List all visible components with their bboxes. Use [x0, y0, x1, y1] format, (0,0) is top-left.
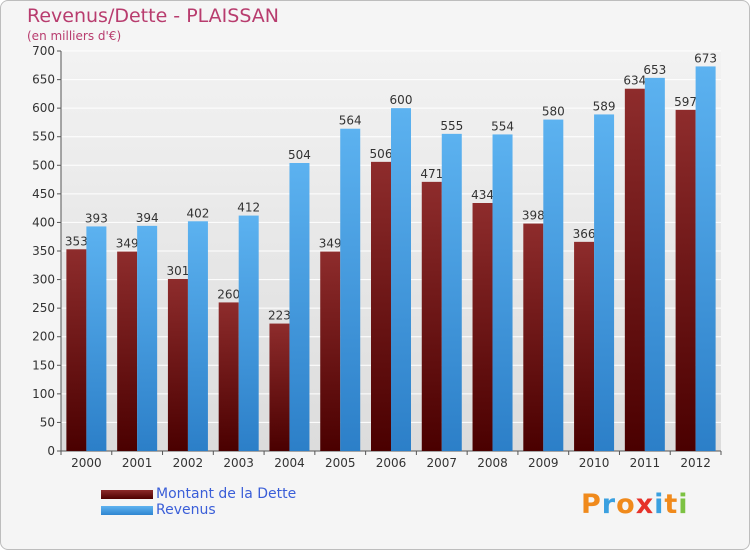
data-label-dette: 366 — [573, 227, 596, 241]
y-tick-label: 0 — [47, 444, 55, 458]
y-tick-label: 100 — [32, 387, 55, 401]
bar-revenus — [238, 215, 259, 451]
data-label-dette: 301 — [166, 264, 189, 278]
data-label-dette: 634 — [623, 74, 646, 88]
bar-dette — [218, 302, 239, 451]
data-label-revenus: 554 — [491, 119, 514, 133]
bar-revenus — [594, 114, 615, 451]
legend-swatch-revenus — [101, 506, 153, 515]
chart-subtitle: (en milliers d'€) — [27, 29, 122, 43]
x-tick-label: 2000 — [71, 456, 102, 470]
logo-letter: i — [654, 489, 665, 520]
logo-letter: o — [616, 489, 636, 520]
bar-dette — [66, 249, 87, 451]
bar-revenus — [289, 163, 310, 451]
data-label-dette: 471 — [420, 167, 443, 181]
bar-revenus — [492, 134, 513, 451]
bar-dette — [421, 181, 442, 451]
data-label-dette: 597 — [674, 95, 697, 109]
bar-dette — [472, 203, 493, 451]
chart-title: Revenus/Dette - PLAISSAN — [27, 5, 279, 27]
y-tick-label: 600 — [32, 101, 55, 115]
legend-label-revenus: Revenus — [156, 502, 216, 518]
data-label-dette: 260 — [217, 287, 240, 301]
x-tick-label: 2003 — [223, 456, 254, 470]
legend-swatch-dette — [101, 490, 153, 499]
y-tick-label: 400 — [32, 215, 55, 229]
x-tick-label: 2002 — [173, 456, 204, 470]
y-tick-label: 700 — [32, 44, 55, 58]
data-label-dette: 349 — [319, 237, 342, 251]
y-tick-label: 300 — [32, 273, 55, 287]
x-tick-label: 2001 — [122, 456, 153, 470]
bar-revenus — [543, 119, 564, 452]
logo-letter: t — [664, 489, 679, 520]
logo-letter: i — [678, 489, 689, 520]
bar-revenus — [137, 225, 158, 451]
data-label-revenus: 673 — [694, 51, 717, 65]
x-tick-label: 2004 — [274, 456, 305, 470]
y-tick-label: 500 — [32, 158, 55, 172]
x-tick-label: 2010 — [579, 456, 610, 470]
y-tick-label: 650 — [32, 73, 55, 87]
y-tick-label: 250 — [32, 301, 55, 315]
data-label-dette: 434 — [471, 188, 494, 202]
data-label-dette: 223 — [268, 309, 291, 323]
data-label-revenus: 564 — [339, 114, 362, 128]
bar-dette — [269, 323, 290, 451]
data-label-revenus: 555 — [440, 119, 463, 133]
bar-revenus — [441, 133, 462, 451]
bar-dette — [675, 109, 696, 451]
x-tick-label: 2006 — [376, 456, 407, 470]
data-label-revenus: 589 — [593, 99, 616, 113]
x-tick-label: 2009 — [528, 456, 559, 470]
bar-dette — [574, 241, 595, 451]
x-tick-label: 2012 — [680, 456, 711, 470]
x-tick-label: 2005 — [325, 456, 356, 470]
logo-letter: r — [601, 489, 617, 520]
data-label-revenus: 402 — [186, 206, 209, 220]
data-label-dette: 506 — [370, 147, 393, 161]
data-label-revenus: 580 — [542, 105, 565, 119]
data-label-revenus: 412 — [237, 201, 260, 215]
data-label-revenus: 394 — [136, 211, 159, 225]
y-tick-label: 200 — [32, 330, 55, 344]
x-tick-label: 2007 — [426, 456, 457, 470]
bar-dette — [523, 223, 544, 451]
bar-revenus — [391, 108, 411, 452]
data-label-dette: 398 — [522, 209, 545, 223]
x-tick-label: 2008 — [477, 456, 508, 470]
x-tick-label: 2011 — [630, 456, 661, 470]
data-label-dette: 353 — [65, 234, 88, 248]
bar-revenus — [340, 128, 361, 451]
data-label-dette: 349 — [116, 237, 139, 251]
data-label-revenus: 393 — [85, 211, 108, 225]
bar-dette — [320, 251, 341, 451]
bar-revenus — [86, 226, 107, 451]
bar-dette — [167, 279, 188, 451]
data-label-revenus: 600 — [390, 93, 413, 107]
y-tick-label: 50 — [40, 415, 55, 429]
bar-revenus — [187, 221, 208, 451]
y-tick-label: 150 — [32, 358, 55, 372]
bar-revenus — [644, 77, 665, 451]
bar-dette — [117, 251, 138, 451]
bar-dette — [624, 88, 645, 451]
proxiti-logo: Proxiti — [581, 489, 689, 520]
y-tick-label: 550 — [32, 130, 55, 144]
logo-letter: P — [581, 489, 602, 520]
legend-label-dette: Montant de la Dette — [156, 486, 297, 502]
data-label-revenus: 504 — [288, 148, 311, 162]
data-label-revenus: 653 — [643, 63, 666, 77]
bar-dette — [371, 161, 391, 451]
y-tick-label: 450 — [32, 187, 55, 201]
bar-revenus — [695, 66, 716, 451]
y-tick-label: 350 — [32, 244, 55, 258]
logo-letter: x — [635, 489, 655, 520]
